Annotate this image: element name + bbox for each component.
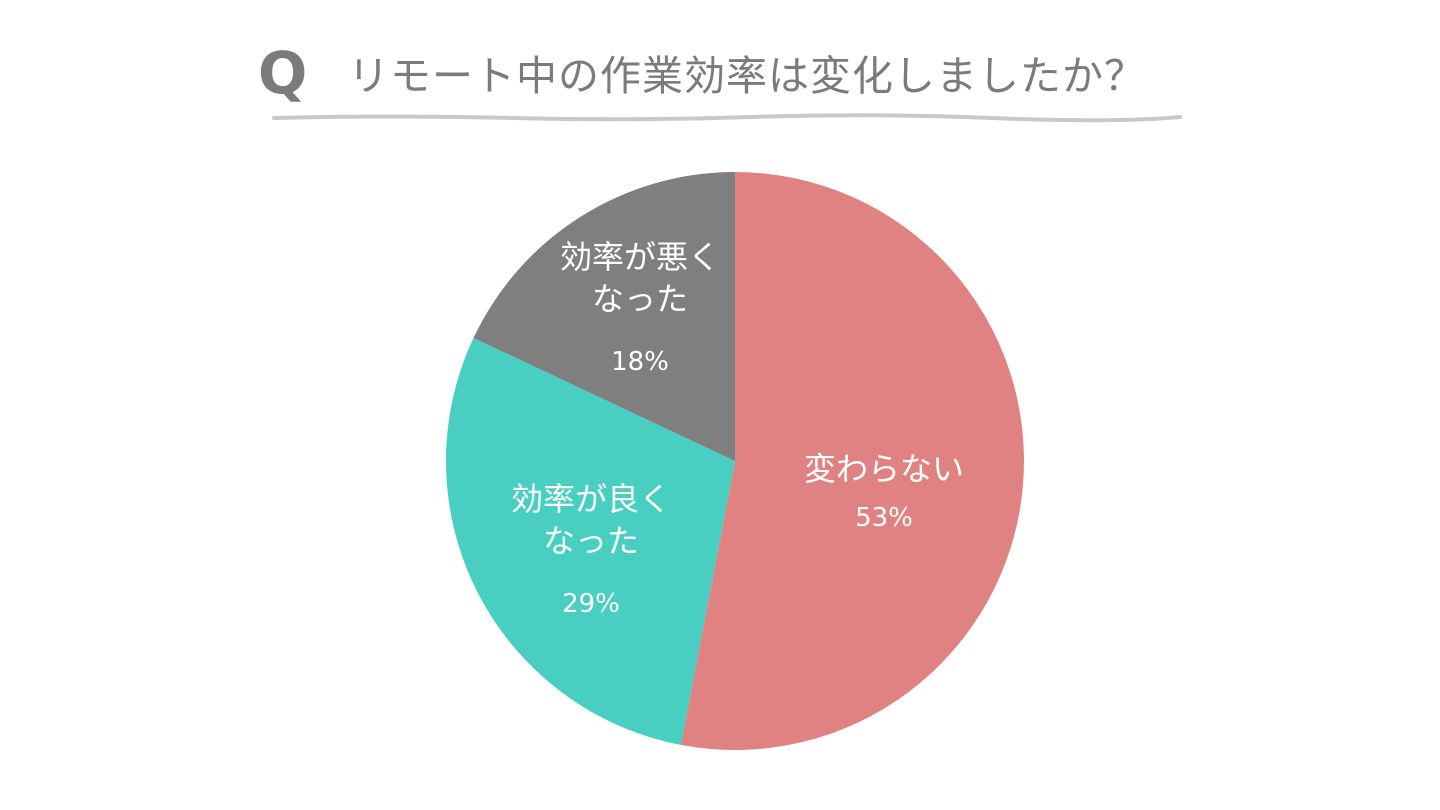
title-underline (272, 113, 1182, 123)
pie-slice-3 (473, 172, 735, 461)
pie-slice-2 (445, 337, 735, 745)
question-mark-q: Q (258, 39, 308, 107)
slice-3-label-line-1: 効率が悪く (560, 238, 720, 276)
slice-3-label-line-2: なった (592, 280, 688, 318)
chart-title: リモート中の作業効率は変化しましたか？ (348, 52, 1146, 100)
slice-2-label-line-2: なった (543, 522, 639, 560)
slice-2-percent-label: 29% (562, 589, 620, 619)
slice-3-percent-label: 18% (611, 347, 669, 377)
slice-1-label-line-1: 変わらない (804, 450, 964, 488)
slice-1-percent-label: 53% (855, 503, 913, 533)
underline-stroke (272, 113, 1182, 123)
pie-slice-1 (680, 172, 1024, 751)
slice-2-label-line-1: 効率が良く (511, 480, 671, 518)
